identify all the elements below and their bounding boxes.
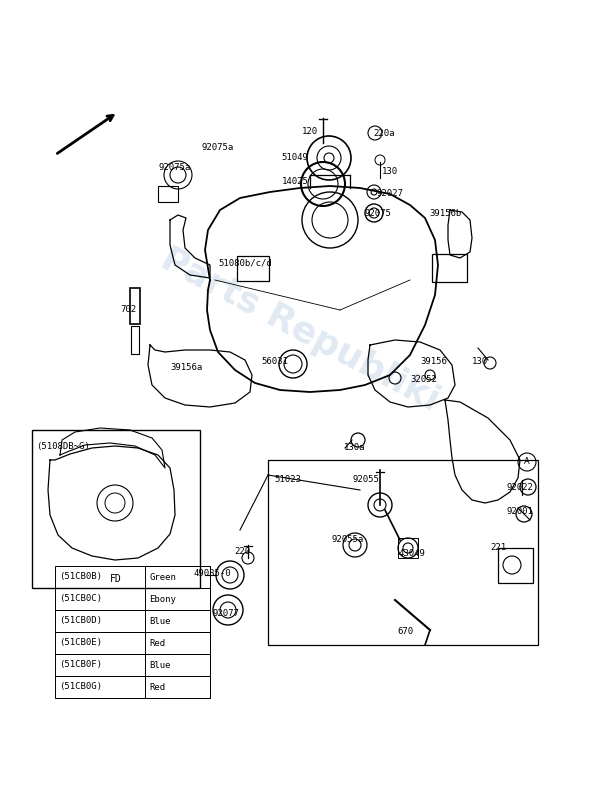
Bar: [55, 654, 210, 676]
Text: 92001: 92001: [506, 507, 533, 517]
Bar: [55, 610, 210, 632]
Text: Blue: Blue: [149, 616, 170, 626]
Text: 702: 702: [120, 305, 136, 315]
Bar: [398, 538, 418, 558]
Bar: [498, 548, 533, 583]
Bar: [130, 288, 140, 324]
Text: 220: 220: [234, 547, 250, 557]
Text: Blue: Blue: [149, 660, 170, 670]
Text: 220a: 220a: [373, 130, 395, 138]
Text: 39156b: 39156b: [429, 210, 461, 218]
Bar: [145, 632, 210, 654]
Text: Red: Red: [149, 682, 165, 692]
Text: (51CB0E): (51CB0E): [59, 638, 102, 648]
Text: Parts Republiki: Parts Republiki: [155, 242, 445, 418]
Text: (51CB0B): (51CB0B): [59, 572, 102, 582]
Text: 56031: 56031: [262, 357, 289, 367]
Text: 14025: 14025: [281, 177, 308, 185]
Text: 130a: 130a: [344, 443, 366, 451]
Text: 670: 670: [397, 627, 413, 637]
Text: 92027: 92027: [377, 188, 403, 198]
Bar: [145, 588, 210, 610]
Bar: [55, 632, 210, 654]
Text: 51049: 51049: [281, 152, 308, 162]
Bar: [55, 566, 210, 588]
Bar: [145, 654, 210, 676]
Bar: [32, 430, 200, 588]
Text: 130: 130: [382, 167, 398, 177]
Text: 39156a: 39156a: [170, 363, 202, 373]
Text: (51CB0F): (51CB0F): [59, 660, 102, 670]
Text: 49035-0: 49035-0: [193, 569, 231, 579]
Text: Ebony: Ebony: [149, 594, 176, 604]
Bar: [55, 588, 210, 610]
Text: 92022: 92022: [506, 483, 533, 491]
Text: 39156: 39156: [421, 357, 448, 367]
Text: 51080b/c/d: 51080b/c/d: [218, 258, 272, 268]
Text: (51CB0D): (51CB0D): [59, 616, 102, 626]
Text: 92075a: 92075a: [159, 162, 191, 171]
Bar: [158, 186, 178, 202]
Text: A: A: [524, 458, 530, 466]
Text: 92077: 92077: [212, 608, 239, 618]
Bar: [145, 610, 210, 632]
Text: 32052: 32052: [410, 375, 437, 385]
Text: Red: Red: [149, 638, 165, 648]
Text: Green: Green: [149, 572, 176, 582]
Text: (51CB0C): (51CB0C): [59, 594, 102, 604]
Bar: [237, 256, 269, 281]
Bar: [145, 566, 210, 588]
Bar: [55, 676, 210, 698]
Bar: [432, 254, 467, 282]
Text: FD: FD: [110, 574, 122, 584]
Text: 92055a: 92055a: [332, 535, 364, 545]
Text: 43049: 43049: [398, 549, 425, 557]
Text: 51023: 51023: [275, 476, 301, 484]
Text: (51CB0G): (51CB0G): [59, 682, 102, 692]
Bar: [131, 326, 139, 354]
Text: 130: 130: [472, 357, 488, 367]
Text: 92075: 92075: [365, 210, 391, 218]
Text: 92055: 92055: [353, 476, 379, 484]
Text: 221: 221: [490, 543, 506, 553]
Text: 92075a: 92075a: [202, 144, 234, 152]
Bar: [145, 676, 210, 698]
Text: (5108DB~G): (5108DB~G): [36, 442, 90, 451]
Bar: [268, 460, 538, 645]
Text: 120: 120: [302, 126, 318, 136]
